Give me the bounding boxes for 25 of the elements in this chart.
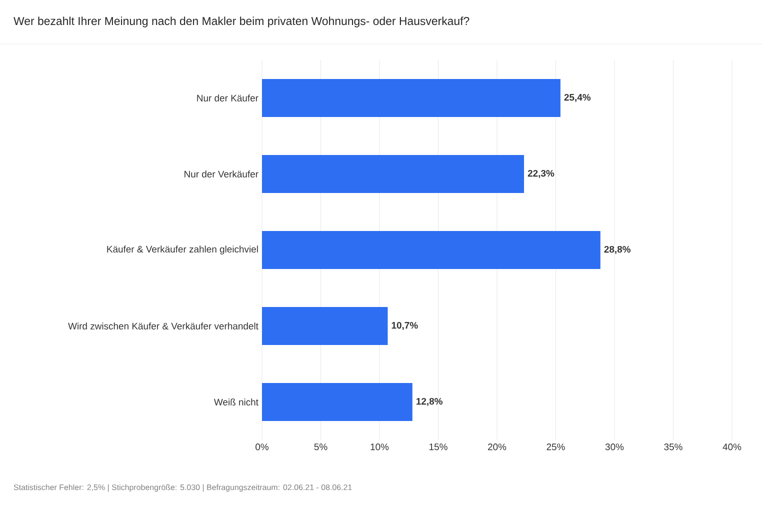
data-label: 28,8% — [604, 246, 631, 254]
bar — [262, 231, 600, 270]
y-tick-label: Nur der Käufer — [197, 94, 258, 102]
chart-title: Wer bezahlt Ihrer Meinung nach den Makler beim privaten Wohnungs- oder Hausverkauf? — [14, 16, 470, 28]
x-tick-label: 30% — [605, 444, 624, 450]
y-tick-label: Weiß nicht — [214, 398, 258, 406]
bar — [262, 155, 524, 194]
data-label: 25,4% — [564, 94, 591, 102]
data-label: 12,8% — [416, 398, 443, 406]
x-tick-label: 5% — [314, 444, 328, 450]
bar — [262, 79, 560, 117]
y-tick-label: Nur der Verkäufer — [184, 170, 258, 178]
x-tick-label: 40% — [722, 444, 742, 450]
x-tick-label: 15% — [430, 444, 448, 450]
x-tick-label: 25% — [546, 444, 565, 450]
x-tick-label: 0% — [256, 444, 268, 450]
x-tick-label: 10% — [370, 444, 389, 450]
data-label: 22,3% — [528, 170, 554, 178]
bar — [262, 307, 388, 346]
y-tick-label: Wird zwischen Käufer & Verkäufer verhandelt — [68, 322, 258, 330]
x-tick-label: 35% — [664, 444, 682, 450]
x-tick-label: 20% — [488, 444, 506, 450]
y-tick-label: Käufer & Verkäufer zahlen gleichviel — [107, 246, 258, 254]
bar — [262, 383, 412, 422]
data-label: 10,7% — [392, 322, 418, 330]
